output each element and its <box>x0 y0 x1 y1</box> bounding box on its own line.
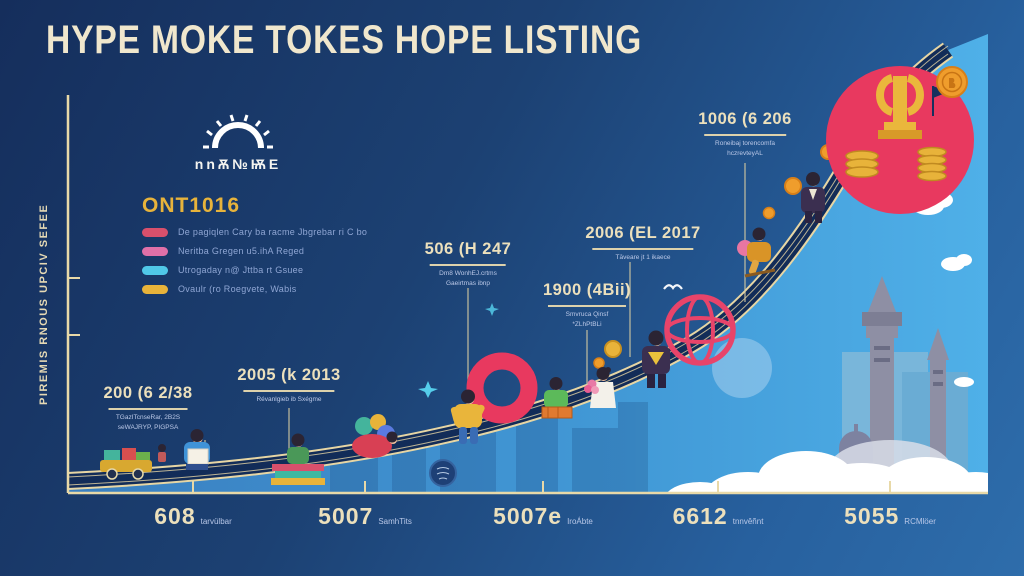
legend-item: Neritba Gregen u5.ihA Reged <box>142 246 367 256</box>
figure-man-emblem <box>642 330 670 388</box>
figure-rider <box>737 227 776 278</box>
logo-text: nnѪ№ѬЕ <box>194 156 282 172</box>
x-tick-2: 5007 SamhTits <box>318 503 412 530</box>
milestone-note: Révanlgieb ib Sxégme <box>256 396 322 403</box>
x-tick-value: 608 <box>154 503 196 529</box>
pale-circle <box>712 338 772 398</box>
milestone-5: 2006 (EL 2017 Tāveare jt 1 ikaece <box>585 224 700 263</box>
tower-windows <box>874 346 943 386</box>
x-tick-value: 5055 <box>844 503 900 529</box>
figure-dark-climber <box>801 172 825 223</box>
legend-item: Utrogaday n@ Jttba rt Gsuee <box>142 265 367 275</box>
x-tick-unit: tnnvêñnt <box>732 517 764 526</box>
axes <box>66 95 988 495</box>
milestone-value: 2006 (EL 2017 <box>585 224 701 242</box>
milestone-rule <box>429 264 507 266</box>
milestone-note: Gaeirtmas ibnp <box>445 279 491 287</box>
page-title: HYPE MOKE TOKES HOPE LISTING <box>46 18 643 62</box>
bird-icon <box>663 284 683 290</box>
milestone-note: hczrevteyAL <box>727 149 763 157</box>
milestone-rule <box>548 305 626 307</box>
dark-coin-icon <box>429 459 457 487</box>
globe-icon <box>664 294 736 366</box>
orange-coin-badge-icon <box>936 66 968 98</box>
logo: nnѪ№ѬЕ <box>176 110 300 172</box>
x-tick-value: 5007 <box>318 503 374 529</box>
sunrise-arc-icon <box>203 114 273 149</box>
legend-swatch-pink <box>142 246 168 256</box>
legend-item: Ovaulr (ro Roegvete, Wabis <box>142 284 367 294</box>
figure-yellow-walker <box>450 389 485 444</box>
legend-label: Ovaulr (ro Roegvete, Wabis <box>178 284 297 294</box>
milestone-rule <box>243 390 335 392</box>
milestone-1: 200 (6 2/38 TGazITcnseRar, 2B2S seWAJRYP… <box>104 384 193 433</box>
x-tick-5: 5055 RCMlöer <box>844 503 936 530</box>
figure-woman-bouquet <box>584 367 616 408</box>
legend-label: Utrogaday n@ Jttba rt Gsuee <box>178 265 304 275</box>
milestone-rule <box>592 248 694 250</box>
milestone-4: 1900 (4Bii) Smvruca Qinsf *ZLhPtBLi <box>543 281 631 330</box>
milestone-rule <box>703 134 787 136</box>
milestone-note: Roneibaj torencomfa <box>715 140 775 147</box>
x-tick-1: 608 tarvülbar <box>154 503 232 530</box>
trophy-icon <box>876 74 924 139</box>
milestone-value: 1006 (6 206 <box>698 110 792 128</box>
sparkle-icons <box>418 303 499 398</box>
coin-stack-icons <box>845 146 947 182</box>
x-tick-value: 5007e <box>493 503 563 529</box>
x-tick-unit: IroÁbte <box>567 517 593 526</box>
legend-swatch-red <box>142 227 168 237</box>
legend-item: De pagiqlen Cary ba racme Jbgrebar ri C … <box>142 227 367 237</box>
cloud-bank <box>664 440 988 492</box>
x-tick-unit: SamhTits <box>378 517 412 526</box>
milestone-note: seWAJRYP, PIGPSA <box>117 423 179 431</box>
milestone-note: TGazITcnseRar, 2B2S <box>115 414 181 421</box>
x-tick-unit: RCMlöer <box>904 517 936 526</box>
milestone-value: 1900 (4Bii) <box>542 281 632 299</box>
legend: ONT1016 De pagiqlen Cary ba racme Jbgreb… <box>142 194 367 294</box>
axis-ticks <box>68 277 891 493</box>
legend-label: Neritba Gregen u5.ihA Reged <box>178 246 305 256</box>
milestone-value: 506 (H 247 <box>424 240 512 258</box>
x-tick-3: 5007e IroÁbte <box>493 503 593 530</box>
x-tick-4: 6612 tnnvêñnt <box>673 503 764 530</box>
milestone-note: *ZLhPtBLi <box>572 320 602 328</box>
trophy-milestone <box>826 66 974 214</box>
milestone-rule <box>108 408 188 410</box>
legend-swatch-cyan <box>142 265 168 275</box>
legend-label: De pagiqlen Cary ba racme Jbgrebar ri C … <box>178 227 368 237</box>
milestone-note: Smvruca Qinsf <box>565 311 609 318</box>
y-axis-label: PIREMIS RNOUS UPCIV SEFEE <box>38 203 50 405</box>
milestone-3: 506 (H 247 Dm8 WonhEJ.crtms Gaeirtmas ib… <box>425 240 512 289</box>
milestone-value: 200 (6 2/38 <box>103 384 193 402</box>
milestone-6: 1006 (6 206 Roneibaj torencomfa hczrevte… <box>698 110 792 159</box>
figure-red-carrier <box>352 414 398 458</box>
figure-green-sitter <box>541 377 573 419</box>
milestone-note: Tāveare jt 1 ikaece <box>615 254 671 261</box>
x-tick-value: 6612 <box>672 503 728 529</box>
legend-heading: ONT1016 <box>142 194 241 217</box>
figure-person-with-sign <box>184 429 210 470</box>
pink-ring-icon <box>466 352 538 424</box>
figure-cart <box>100 444 166 480</box>
x-tick-unit: tarvülbar <box>200 517 232 526</box>
legend-swatch-gold <box>142 284 168 294</box>
milestone-value: 2005 (k 2013 <box>237 366 341 384</box>
milestone-2: 2005 (k 2013 Révanlgieb ib Sxégme <box>237 366 340 405</box>
milestone-note: Dm8 WonhEJ.crtms <box>439 270 497 277</box>
figure-person-with-books <box>271 433 325 485</box>
